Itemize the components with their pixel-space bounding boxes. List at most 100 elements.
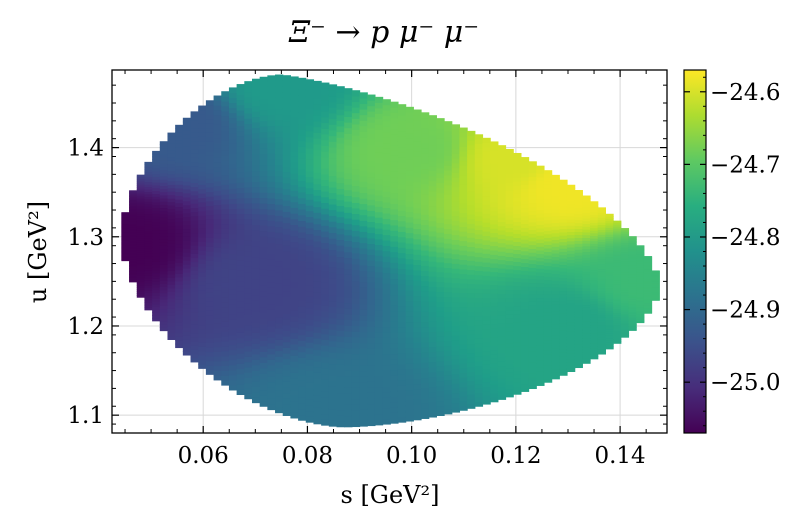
heatmap-cell (359, 420, 368, 427)
heatmap-cell (559, 274, 568, 279)
heatmap-cell (582, 206, 591, 211)
heatmap-cell (344, 291, 353, 298)
heatmap-cell (367, 326, 376, 333)
heatmap-cell (436, 152, 445, 159)
heatmap-cell (574, 314, 583, 318)
heatmap-cell (182, 133, 192, 139)
heatmap-cell (182, 256, 192, 261)
heatmap-cell (397, 337, 407, 344)
heatmap-cell (536, 165, 545, 170)
heatmap-cell (397, 263, 407, 270)
heatmap-cell (136, 221, 146, 225)
heatmap-cell (136, 217, 146, 221)
heatmap-cell (482, 195, 491, 201)
heatmap-cell (152, 193, 161, 197)
heatmap-cell (620, 260, 630, 264)
heatmap-cell (228, 309, 238, 315)
heatmap-cell (144, 270, 153, 274)
heatmap-cell (566, 215, 576, 220)
heatmap-cell (590, 277, 599, 281)
heatmap-cell (490, 262, 499, 268)
heatmap-cell (328, 380, 338, 387)
heatmap-cell (474, 152, 484, 158)
heatmap-cell (205, 365, 215, 371)
heatmap-cell (582, 335, 591, 339)
heatmap-cell (428, 326, 437, 333)
heatmap-cell (367, 100, 376, 107)
heatmap-cell (505, 219, 514, 224)
heatmap-cell (490, 167, 499, 173)
heatmap-cell (597, 317, 606, 321)
heatmap-cell (367, 331, 376, 338)
heatmap-cell (275, 159, 284, 166)
heatmap-cell (436, 395, 445, 402)
heatmap-cell (244, 324, 253, 331)
heatmap-cell (566, 330, 576, 335)
heatmap-cell (167, 311, 176, 316)
heatmap-cell (444, 160, 453, 166)
heatmap-cell (213, 123, 222, 130)
heatmap-cell (559, 231, 568, 236)
heatmap-cell (129, 204, 138, 207)
heatmap-cell (421, 117, 430, 124)
heatmap-cell (474, 170, 484, 176)
heatmap-cell (528, 320, 537, 325)
heatmap-cell (428, 245, 437, 252)
heatmap-cell (175, 169, 184, 174)
heatmap-cell (528, 225, 537, 231)
heatmap-cell (205, 292, 215, 298)
heatmap-cell (613, 300, 622, 303)
heatmap-cell (221, 194, 230, 200)
heatmap-cell (382, 153, 391, 160)
heatmap-cell (628, 250, 637, 253)
heatmap-cell (566, 231, 576, 236)
heatmap-cell (336, 177, 345, 184)
heatmap-cell (190, 244, 199, 250)
heatmap-cell (513, 233, 522, 238)
heatmap-cell (182, 244, 192, 249)
heatmap-cell (643, 272, 653, 274)
heatmap-cell (282, 103, 291, 110)
heatmap-cell (413, 290, 422, 297)
heatmap-cell (513, 157, 522, 162)
heatmap-cell (228, 253, 238, 260)
heatmap-cell (421, 127, 430, 134)
heatmap-cell (359, 331, 368, 338)
heatmap-cell (228, 354, 238, 361)
heatmap-cell (359, 125, 368, 132)
heatmap-cell (251, 132, 261, 139)
heatmap-cell (129, 216, 138, 219)
heatmap-cell (213, 147, 222, 153)
heatmap-cell (590, 206, 599, 210)
heatmap-cell (528, 369, 537, 374)
heatmap-cell (605, 236, 614, 240)
heatmap-cell (643, 312, 653, 314)
heatmap-cell (421, 250, 430, 256)
heatmap-cell (482, 288, 491, 294)
heatmap-cell (636, 255, 645, 258)
heatmap-cell (390, 246, 399, 253)
heatmap-cell (129, 214, 138, 217)
heatmap-cell (282, 80, 291, 88)
heatmap-cell (543, 237, 553, 242)
heatmap-cell (605, 283, 614, 287)
heatmap-cell (205, 113, 215, 120)
heatmap-cell (490, 154, 499, 160)
heatmap-cell (405, 206, 414, 213)
heatmap-cell (474, 143, 484, 149)
heatmap-cell (505, 235, 514, 241)
heatmap-cell (551, 371, 560, 376)
heatmap-cell (313, 320, 322, 328)
heatmap-cell (152, 176, 161, 180)
colorbar-tick-label: −24.6 (710, 80, 780, 106)
heatmap-cell (290, 315, 299, 322)
heatmap-cell (259, 400, 268, 407)
heatmap-cell (190, 165, 199, 171)
heatmap-cell (566, 368, 576, 372)
heatmap-cell (566, 222, 576, 226)
heatmap-cell (251, 321, 261, 328)
heatmap-cell (605, 290, 614, 294)
heatmap-cell (390, 289, 399, 296)
heatmap-cell (267, 259, 276, 266)
heatmap-cell (321, 156, 330, 164)
